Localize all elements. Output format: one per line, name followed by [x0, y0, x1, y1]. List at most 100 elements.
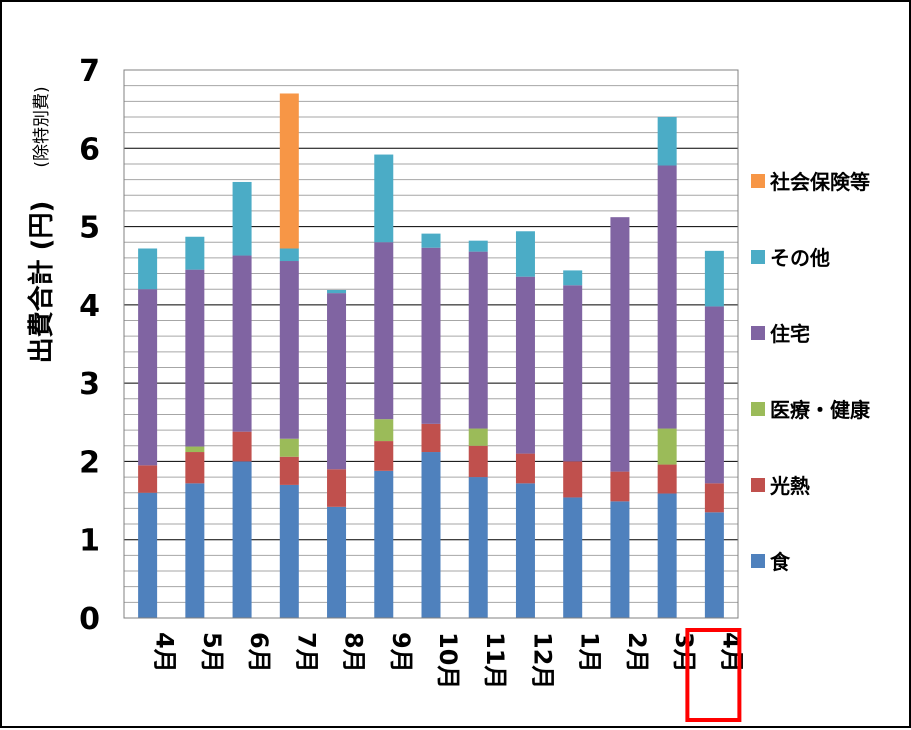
y-tick-label: 7 — [79, 54, 100, 89]
x-tick-label: 11月 — [481, 632, 509, 689]
bar-segment — [704, 512, 724, 618]
bar-segment — [563, 497, 583, 618]
x-tick-label: 8月 — [340, 632, 368, 673]
x-tick-label: 2月 — [623, 632, 651, 673]
legend-label: 光熱 — [769, 474, 810, 498]
y-axis-label-group: 出費合計 (円) (除特別費) — [26, 86, 57, 363]
y-tick-label: 0 — [79, 602, 100, 637]
bar-segment — [279, 93, 299, 249]
legend-swatch — [751, 174, 765, 188]
legend-swatch — [751, 250, 765, 264]
y-axis-label: 出費合計 (円) — [26, 201, 57, 364]
bar-segment — [563, 461, 583, 498]
x-tick-label: 5月 — [198, 632, 226, 673]
y-tick-label: 6 — [79, 132, 100, 167]
bar-segment — [327, 289, 347, 294]
bars — [138, 93, 724, 618]
bar-segment — [138, 248, 158, 290]
y-tick-label: 1 — [79, 524, 100, 559]
legend-swatch — [751, 554, 765, 568]
bar-segment — [279, 261, 299, 439]
bar-segment — [563, 285, 583, 462]
bar-segment — [563, 270, 583, 286]
bar-segment — [704, 483, 724, 513]
bar-segment — [421, 452, 441, 618]
bar-segment — [657, 464, 677, 494]
bar-segment — [657, 116, 677, 166]
legend-swatch — [751, 402, 765, 416]
bar-segment — [185, 236, 205, 270]
bar-segment — [515, 483, 535, 618]
legend-label: その他 — [770, 246, 830, 270]
bar-segment — [515, 453, 535, 484]
bar-segment — [468, 428, 488, 446]
bar-segment — [374, 419, 394, 442]
legend-label: 住宅 — [770, 322, 810, 346]
bar-segment — [185, 269, 205, 447]
legend-label: 社会保険等 — [769, 170, 870, 194]
bar-segment — [421, 247, 441, 424]
plot-area-frame — [123, 69, 739, 619]
bar-segment — [232, 181, 252, 256]
bar-segment — [374, 154, 394, 243]
x-tick-label: 1月 — [576, 632, 604, 673]
bar-segment — [704, 250, 724, 307]
y-axis-label-note: (除特別費) — [32, 86, 52, 167]
x-tick-label: 7月 — [292, 632, 320, 673]
bar-segment — [279, 456, 299, 485]
bar-segment — [610, 471, 630, 502]
bar-segment — [232, 255, 252, 432]
bar-segment — [421, 233, 441, 248]
bar-segment — [279, 248, 299, 262]
y-tick-label: 4 — [79, 289, 100, 324]
bar-segment — [515, 276, 535, 454]
bar-segment — [185, 483, 205, 618]
bar-segment — [232, 431, 252, 462]
bar-segment — [185, 452, 205, 484]
bar-segment — [327, 506, 347, 618]
bar-segment — [468, 477, 488, 618]
bar-segment — [657, 428, 677, 465]
bar-segment — [185, 446, 205, 453]
bar-segment — [374, 441, 394, 471]
bar-segment — [138, 465, 158, 493]
highlight-box — [685, 628, 742, 722]
bar-segment — [468, 445, 488, 478]
bar-segment — [327, 293, 347, 470]
bar-segment — [468, 240, 488, 252]
legend-label: 医療・健康 — [770, 398, 871, 422]
y-tick-label: 5 — [79, 211, 100, 246]
bar-segment — [515, 231, 535, 277]
y-axis-ticks: 0 1 2 3 4 5 6 7 — [79, 54, 100, 637]
y-tick-label: 2 — [79, 445, 100, 480]
bar-segment — [610, 501, 630, 618]
bar-segment — [468, 251, 488, 429]
bar-segment — [138, 289, 158, 466]
bar-segment — [279, 438, 299, 457]
x-tick-label: 3月 — [670, 632, 698, 673]
bar-segment — [421, 423, 441, 453]
x-tick-label: 10月 — [434, 632, 462, 689]
bar-segment — [232, 461, 252, 618]
bar-segment — [374, 470, 394, 618]
legend-swatch — [751, 478, 765, 492]
bar-segment — [704, 306, 724, 484]
x-tick-label: 6月 — [245, 632, 273, 673]
bar-segment — [138, 492, 158, 618]
x-tick-label: 12月 — [528, 632, 556, 689]
legend-label: 食 — [770, 550, 791, 574]
y-tick-label: 3 — [79, 367, 100, 402]
x-tick-label: 4月 — [151, 632, 179, 673]
bar-segment — [657, 165, 677, 429]
legend-swatch — [751, 326, 765, 340]
bar-segment — [327, 469, 347, 507]
x-tick-label: 9月 — [387, 632, 415, 673]
bar-segment — [374, 242, 394, 420]
x-axis-ticks: 4月 5月 6月 7月 8月 9月 10月 11月 12月 1月 2月 3月 4月 — [151, 632, 746, 689]
bar-segment — [657, 493, 677, 618]
bar-segment — [279, 484, 299, 618]
bar-segment — [610, 217, 630, 472]
